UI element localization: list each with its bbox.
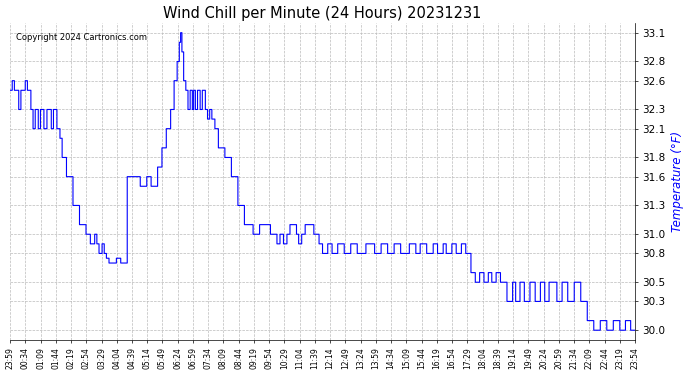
Text: Copyright 2024 Cartronics.com: Copyright 2024 Cartronics.com <box>17 33 147 42</box>
Title: Wind Chill per Minute (24 Hours) 20231231: Wind Chill per Minute (24 Hours) 2023123… <box>164 6 482 21</box>
Y-axis label: Temperature (°F): Temperature (°F) <box>671 131 684 232</box>
